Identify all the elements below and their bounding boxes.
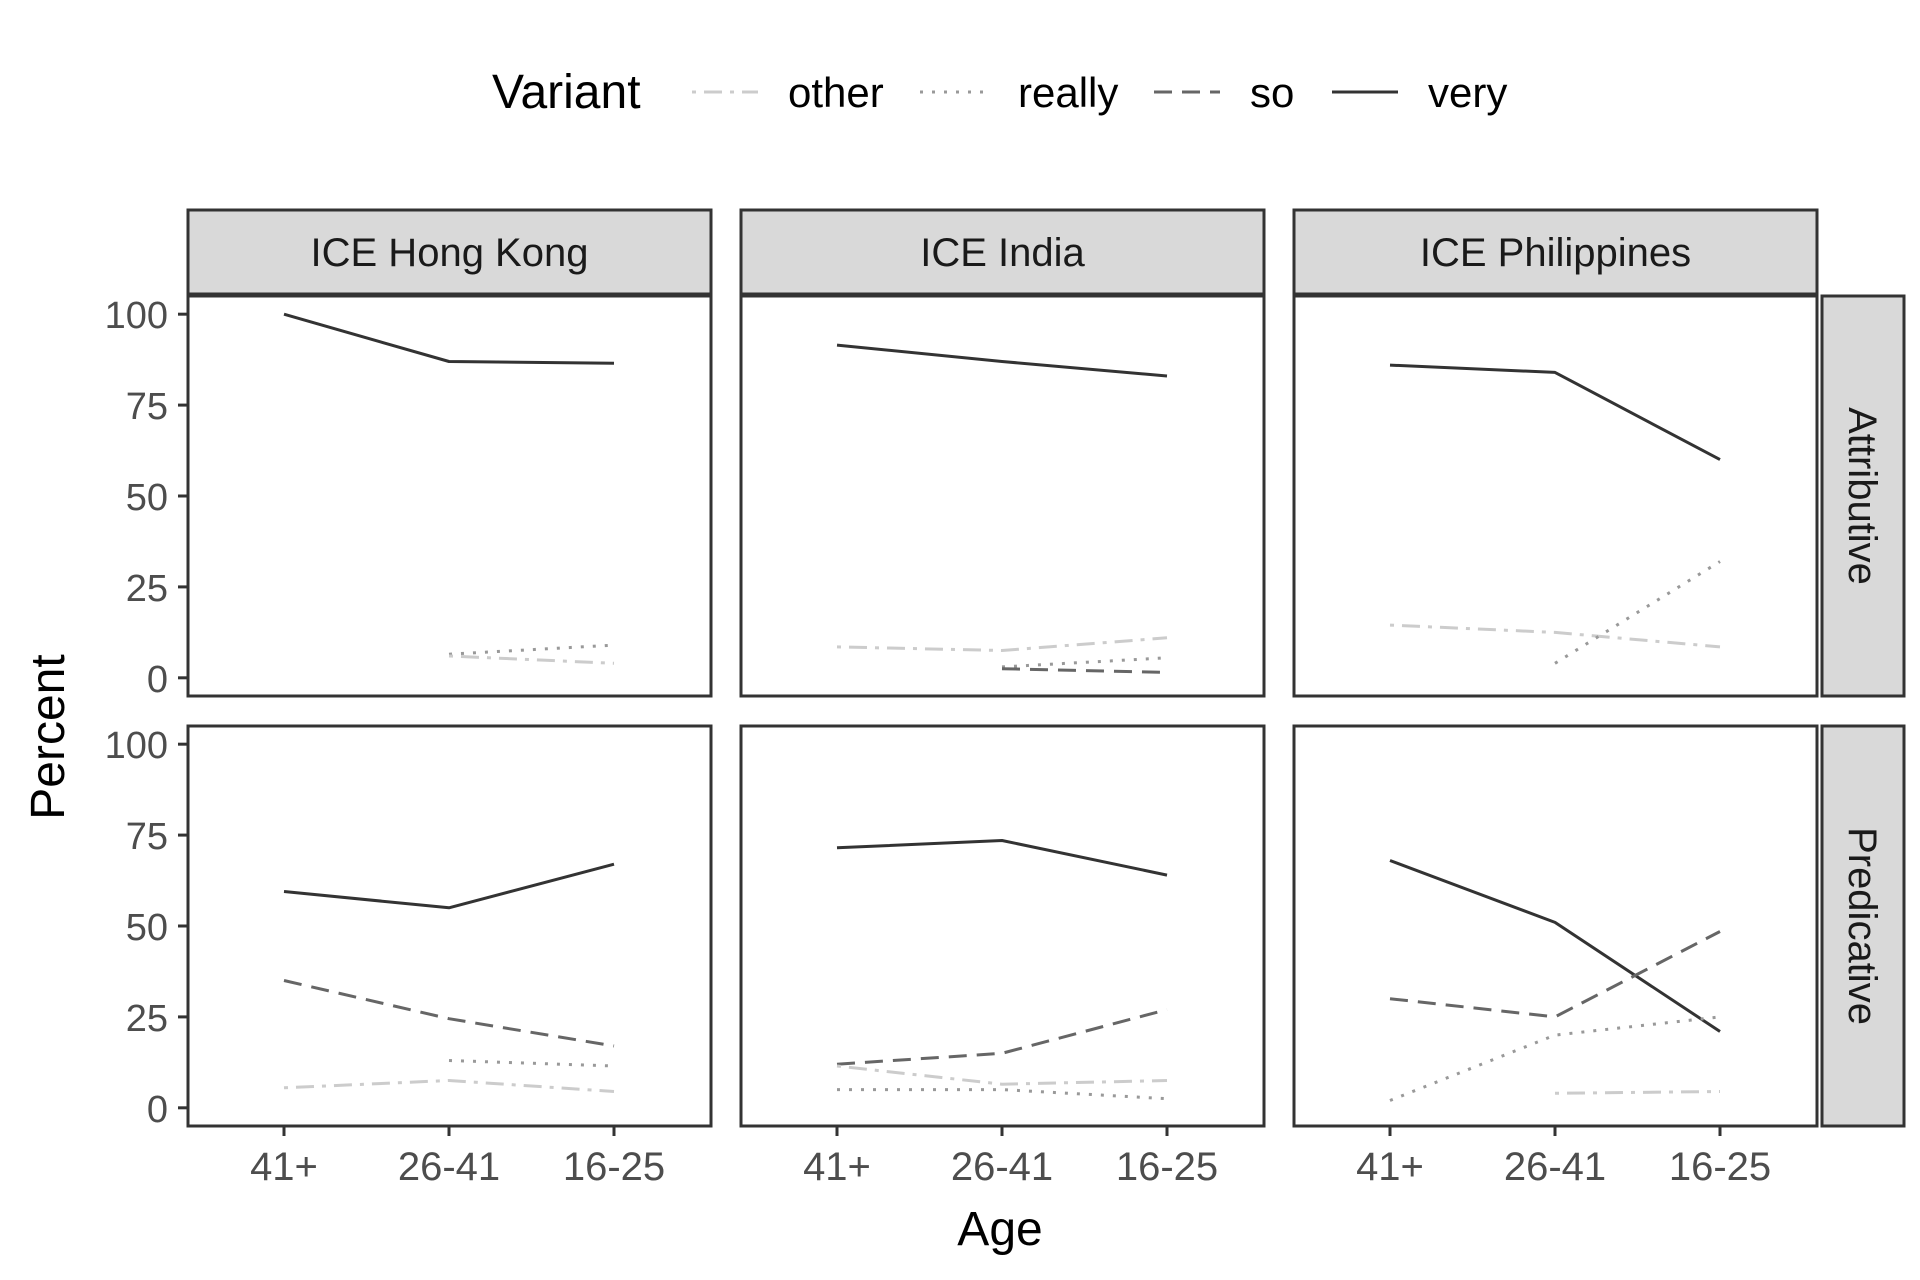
panel-border	[186, 724, 713, 1128]
panel-border	[1292, 724, 1819, 1128]
legend-label-other: other	[788, 69, 884, 116]
strip-label-ice-hong-kong: ICE Hong Kong	[311, 231, 589, 275]
series-line-so-ice-philippines-predicative	[1389, 930, 1721, 1019]
legend-label-so: so	[1250, 69, 1294, 116]
x-tick-label-ice-hong-kong-41: 41+	[250, 1145, 318, 1189]
panel-border	[186, 294, 713, 698]
series-line-very-ice-hong-kong-attributive	[283, 312, 615, 365]
series-line-very-ice-hong-kong-predicative	[283, 862, 615, 910]
series-line-very-ice-philippines-attributive	[1389, 363, 1721, 461]
panel-background	[741, 726, 1264, 1126]
x-tick-label-ice-hong-kong-16-25: 16-25	[563, 1145, 665, 1189]
x-tick-label-ice-philippines-41: 41+	[1356, 1145, 1424, 1189]
y-tick-label-predicative-100: 100	[105, 725, 168, 767]
strip-label-ice-india: ICE India	[920, 231, 1085, 275]
x-tick-label-ice-india-41: 41+	[803, 1145, 871, 1189]
panel-ice-india-predicative	[739, 724, 1266, 1128]
y-tick-label-predicative-0: 0	[147, 1089, 168, 1131]
series-line-very-ice-philippines-predicative	[1389, 859, 1721, 1033]
panel-background	[741, 296, 1264, 696]
strip-ice-hong-kong	[186, 208, 713, 296]
series-line-other-ice-india-predicative	[836, 1064, 1168, 1086]
panel-ice-hong-kong-attributive	[186, 294, 713, 698]
panel-background	[188, 726, 711, 1126]
strip-ice-philippines	[1292, 208, 1819, 296]
panel-background	[188, 296, 711, 696]
strip-attributive	[1820, 294, 1906, 698]
strip-ice-india	[739, 208, 1266, 296]
panel-border	[1292, 294, 1819, 698]
y-tick-label-predicative-50: 50	[126, 907, 168, 949]
series-line-other-ice-india-attributive	[836, 636, 1168, 652]
series-line-other-ice-hong-kong-predicative	[283, 1079, 615, 1093]
strip-label-predicative: Predicative	[1840, 827, 1884, 1025]
y-tick-label-attributive-0: 0	[147, 659, 168, 701]
y-tick-label-attributive-75: 75	[126, 386, 168, 428]
series-line-really-ice-philippines-attributive	[1554, 560, 1721, 665]
panel-ice-philippines-predicative	[1292, 724, 1819, 1128]
strip-label-attributive: Attributive	[1840, 407, 1884, 585]
x-tick-label-ice-philippines-16-25: 16-25	[1669, 1145, 1771, 1189]
series-line-other-ice-philippines-attributive	[1389, 623, 1721, 649]
series-line-very-ice-india-predicative	[836, 839, 1168, 877]
x-tick-label-ice-india-26-41: 26-41	[951, 1145, 1053, 1189]
panel-ice-philippines-attributive	[1292, 294, 1819, 698]
legend-label-very: very	[1428, 69, 1507, 116]
series-line-very-ice-india-attributive	[836, 343, 1168, 378]
series-line-other-ice-hong-kong-attributive	[448, 654, 615, 665]
panel-border	[739, 294, 1266, 698]
x-tick-label-ice-hong-kong-26-41: 26-41	[398, 1145, 500, 1189]
legend: Variant other really so very	[492, 66, 1507, 119]
legend-label-really: really	[1018, 69, 1118, 116]
panel-background	[1294, 296, 1817, 696]
panel-ice-india-attributive	[739, 294, 1266, 698]
panel-ice-hong-kong-predicative	[186, 724, 713, 1128]
x-tick-label-ice-philippines-26-41: 26-41	[1504, 1145, 1606, 1189]
x-axis-label: Age	[957, 1203, 1042, 1256]
series-line-really-ice-philippines-predicative	[1389, 1015, 1721, 1102]
y-tick-label-predicative-75: 75	[126, 816, 168, 858]
strip-label-ice-philippines: ICE Philippines	[1420, 231, 1691, 275]
series-line-other-ice-philippines-predicative	[1554, 1090, 1721, 1095]
x-tick-label-ice-india-16-25: 16-25	[1116, 1145, 1218, 1189]
legend-title: Variant	[492, 66, 641, 119]
y-tick-label-attributive-100: 100	[105, 295, 168, 337]
strip-predicative	[1820, 724, 1906, 1128]
series-line-so-ice-hong-kong-predicative	[283, 979, 615, 1048]
panel-border	[739, 724, 1266, 1128]
y-tick-label-attributive-50: 50	[126, 477, 168, 519]
y-tick-label-attributive-25: 25	[126, 568, 168, 610]
facet-panels: ICE Hong Kong ICE India ICE Philippines Att…	[105, 208, 1906, 1189]
panel-background	[1294, 726, 1817, 1126]
y-tick-label-predicative-25: 25	[126, 998, 168, 1040]
y-axis-label: Percent	[22, 654, 75, 819]
